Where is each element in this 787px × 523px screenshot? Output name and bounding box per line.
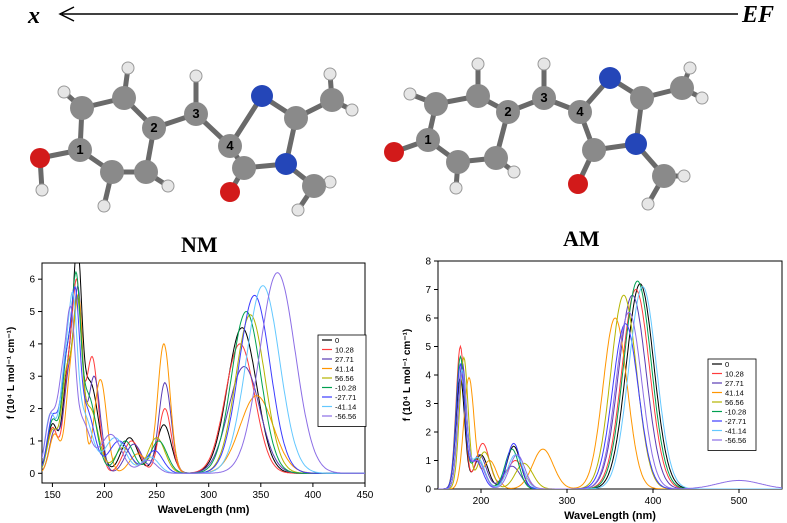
- am-y-axis-title: f (10⁴ L mol⁻¹ cm⁻¹): [402, 329, 413, 422]
- nm-y-tick-label: 5: [29, 307, 35, 318]
- nm-y-axis-title: f (10⁴ L mol⁻¹ cm⁻¹): [6, 327, 17, 420]
- nm-x-tick-label: 300: [200, 490, 217, 501]
- field-arrow-head: [58, 6, 75, 22]
- field-label: EF: [742, 2, 775, 28]
- am-atom-label-3: 3: [540, 90, 547, 105]
- nm-plot-frame: [41, 262, 366, 484]
- molecule-am-title: AM: [563, 226, 600, 251]
- molecule-nm-atoms: [30, 61, 359, 217]
- nm-series-line-41.14: [42, 292, 365, 474]
- am-x-tick-label: 300: [559, 496, 576, 507]
- am-legend-entry: 41.14: [725, 389, 744, 398]
- molecule-am-atoms: [384, 57, 709, 211]
- am-y-tick-label: 8: [425, 257, 431, 268]
- molecule-nm-diagram: 1 2 3 4: [30, 61, 359, 217]
- nm-atom-label-3: 3: [192, 106, 199, 121]
- am-series-line--56.56: [438, 311, 782, 489]
- am-legend-entry: 10.28: [725, 370, 744, 379]
- am-series-line--10.28: [438, 280, 782, 489]
- am-y-tick-label: 1: [425, 456, 431, 467]
- am-y-tick-label: 0: [425, 485, 431, 496]
- am-x-tick-label: 400: [645, 496, 662, 507]
- field-arrow: [58, 6, 738, 22]
- nm-legend-entry: -56.56: [335, 412, 356, 421]
- am-atom-label-2: 2: [504, 104, 511, 119]
- am-x-tick-label: 500: [731, 496, 748, 507]
- nm-x-tick-label: 250: [148, 490, 165, 501]
- nm-x-axis-title: WaveLength (nm): [158, 504, 250, 516]
- nm-legend-entry: 41.14: [335, 365, 354, 374]
- nm-y-tick-label: 0: [29, 469, 35, 480]
- nm-y-tick-label: 6: [29, 275, 35, 286]
- nm-x-tick-label: 150: [44, 490, 61, 501]
- chart-am: 200 300 400 500 0 1 2 3 4 5 6 7 8 WaveLength (nm) f (1…: [402, 257, 783, 522]
- am-atom-label-1: 1: [424, 132, 431, 147]
- am-y-tick-label: 4: [425, 371, 431, 382]
- nm-legend-entry: -27.71: [335, 393, 356, 402]
- am-legend-entry: 56.56: [725, 398, 744, 407]
- x-axis-label: x: [28, 3, 40, 29]
- nm-legend-entry: 0: [335, 336, 339, 345]
- nm-atom-label-4: 4: [226, 138, 234, 153]
- am-legend-entry: -10.28: [725, 408, 746, 417]
- nm-atom-label-2: 2: [150, 120, 157, 135]
- am-y-tick-label: 2: [425, 428, 431, 439]
- am-series-line--41.14: [438, 286, 782, 489]
- nm-series-line--27.71: [42, 285, 365, 474]
- nm-legend-entry: -10.28: [335, 384, 356, 393]
- am-y-tick-label: 7: [425, 285, 431, 296]
- nm-x-tick-label: 450: [357, 490, 374, 501]
- nm-series-line-56.56: [42, 295, 365, 474]
- am-y-tick-label: 3: [425, 399, 431, 410]
- am-legend-entry: -41.14: [725, 427, 746, 436]
- nm-y-tick-label: 2: [29, 404, 35, 415]
- chart-nm: 150 200 250 300 350 400 450 0 1 2 3 4 5 6 WaveLength (…: [6, 262, 374, 516]
- am-legend-entry: 27.71: [725, 379, 744, 388]
- am-legend-entry: 0: [725, 360, 729, 369]
- am-y-tick-label: 5: [425, 342, 431, 353]
- nm-legend-entry: 10.28: [335, 346, 354, 355]
- nm-series-line--56.56: [42, 272, 365, 474]
- am-series-line-56.56: [438, 294, 782, 489]
- am-series-line-27.71: [438, 294, 782, 489]
- nm-y-tick-label: 4: [29, 339, 35, 350]
- nm-x-tick-label: 400: [305, 490, 322, 501]
- molecule-am-diagram: 1 2 3 4: [384, 57, 709, 211]
- nm-x-tick-label: 350: [252, 490, 269, 501]
- am-legend-entry: -27.71: [725, 417, 746, 426]
- am-y-tick-label: 6: [425, 314, 431, 325]
- nm-series-line-10.28: [42, 277, 365, 474]
- am-x-tick-label: 200: [473, 496, 490, 507]
- nm-y-tick-label: 3: [29, 372, 35, 383]
- nm-x-tick-label: 200: [96, 490, 113, 501]
- am-atom-label-4: 4: [576, 104, 584, 119]
- am-legend-entry: -56.56: [725, 436, 746, 445]
- am-legend: [707, 358, 757, 451]
- molecule-nm-title: NM: [181, 232, 218, 257]
- nm-series-line-27.71: [42, 285, 365, 474]
- nm-series-line--41.14: [42, 285, 365, 474]
- nm-legend: [317, 334, 367, 427]
- nm-legend-entry: -41.14: [335, 403, 356, 412]
- am-x-axis-title: WaveLength (nm): [564, 510, 656, 522]
- nm-atom-label-1: 1: [76, 142, 83, 157]
- am-series-line-41.14: [438, 317, 782, 489]
- nm-legend-entry: 27.71: [335, 355, 354, 364]
- nm-legend-entry: 56.56: [335, 374, 354, 383]
- nm-y-tick-label: 1: [29, 436, 35, 447]
- am-series-line-0: [438, 283, 782, 489]
